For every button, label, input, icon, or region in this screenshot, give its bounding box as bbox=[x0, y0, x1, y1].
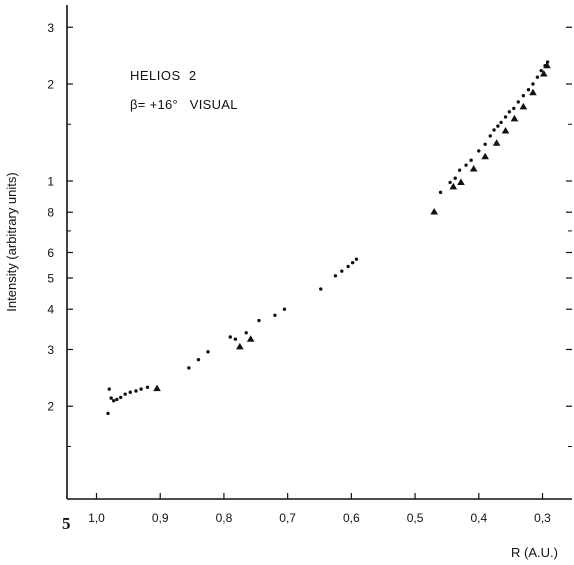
data-point-dot bbox=[196, 357, 201, 362]
data-point-dot bbox=[535, 75, 540, 79]
y-tick-label: 4 bbox=[47, 303, 54, 317]
data-point-dot bbox=[483, 142, 487, 146]
data-point-triangle bbox=[430, 207, 438, 215]
data-point-triangle bbox=[543, 61, 551, 69]
data-point-dot bbox=[526, 88, 531, 92]
data-point-dot bbox=[350, 260, 355, 265]
y-tick-label: 3 bbox=[47, 21, 54, 35]
data-point-dot bbox=[228, 335, 232, 339]
data-point-dot bbox=[319, 287, 323, 291]
data-point-triangle bbox=[501, 127, 510, 134]
data-point-dot bbox=[282, 307, 287, 311]
data-point-dot bbox=[503, 115, 508, 119]
x-tick-label: 0,4 bbox=[470, 511, 487, 525]
y-tick-label: 5 bbox=[47, 272, 54, 286]
data-point-dot bbox=[187, 366, 191, 370]
ticks: 1,0 0,9 0,8 0,7 0,6 0,5 0,4 0,3 3 2 1 8 6 5 4 3 2 bbox=[47, 21, 572, 525]
data-point-dot bbox=[273, 313, 277, 318]
data-point-dot bbox=[453, 176, 457, 180]
y-tick-label: 6 bbox=[47, 246, 54, 260]
y-tick-label: 2 bbox=[47, 400, 54, 414]
data-point-dot bbox=[115, 397, 119, 402]
x-tick-label: 0,9 bbox=[152, 511, 169, 525]
data-point-dot bbox=[507, 110, 512, 114]
data-point-triangle bbox=[481, 152, 489, 160]
data-point-dot bbox=[112, 399, 116, 403]
y-tick-label: 3 bbox=[47, 343, 54, 357]
data-point-dot bbox=[233, 337, 238, 341]
data-point-triangle bbox=[449, 182, 458, 190]
data-point-triangle bbox=[510, 114, 519, 122]
data-point-dot bbox=[340, 269, 344, 273]
data-point-dot bbox=[438, 190, 443, 195]
x-tick-label: 0,8 bbox=[216, 511, 233, 525]
annotation-instrument: HELIOS 2 bbox=[130, 68, 197, 83]
data-point-dot bbox=[464, 163, 468, 167]
data-point-dot bbox=[469, 158, 473, 162]
data-point-dot bbox=[107, 387, 111, 391]
x-tick-label: 0,5 bbox=[407, 511, 424, 525]
data-point-dot bbox=[492, 128, 496, 132]
data-point-dot bbox=[496, 124, 500, 128]
data-point-dot bbox=[333, 274, 338, 278]
x-axis-label: R (A.U.) bbox=[511, 545, 558, 560]
data-point-dot bbox=[516, 100, 520, 104]
x-tick-label: 0,6 bbox=[343, 511, 360, 525]
y-tick-label: 8 bbox=[47, 206, 54, 220]
data-point-dot bbox=[531, 82, 535, 86]
data-point-dot bbox=[119, 395, 123, 400]
y-tick-label: 2 bbox=[47, 78, 54, 92]
data-point-dot bbox=[139, 387, 143, 391]
data-point-dot bbox=[257, 318, 261, 323]
data-point-triangle bbox=[153, 384, 161, 392]
data-point-dot bbox=[521, 93, 526, 98]
data-point-dot bbox=[206, 350, 210, 354]
data-point-dot bbox=[499, 120, 503, 125]
data-point-triangle bbox=[539, 69, 548, 77]
data-point-dot bbox=[145, 385, 150, 389]
data-point-dot bbox=[123, 392, 127, 396]
data-point-dot bbox=[539, 68, 543, 73]
x-tick-label: 0,7 bbox=[279, 511, 296, 525]
data-point-triangle bbox=[246, 335, 255, 342]
data-point-triangle bbox=[519, 102, 528, 110]
data-point-triangle bbox=[236, 342, 244, 350]
data-point-dot bbox=[457, 168, 462, 172]
data-point-triangle bbox=[469, 165, 478, 172]
data-point-dot bbox=[488, 134, 492, 138]
data-point-triangle bbox=[457, 178, 465, 186]
y-axis-label: Intensity (arbitrary units) bbox=[4, 172, 19, 311]
data-point-triangle bbox=[492, 139, 501, 146]
panel-label: 5 bbox=[62, 514, 71, 533]
data-point-dot bbox=[477, 149, 481, 153]
x-tick-label: 1,0 bbox=[88, 511, 105, 525]
data-point-dot bbox=[109, 396, 113, 400]
x-tick-label: 0,3 bbox=[534, 511, 551, 525]
data-point-dot bbox=[106, 411, 110, 416]
data-point-triangle bbox=[529, 88, 537, 96]
data-points bbox=[106, 60, 551, 416]
y-tick-label: 1 bbox=[47, 175, 54, 189]
data-point-dot bbox=[448, 180, 452, 185]
data-point-dot bbox=[354, 257, 359, 261]
annotation-angle: β= +16° VISUAL bbox=[130, 97, 238, 112]
data-point-dot bbox=[244, 331, 248, 335]
data-point-dot bbox=[346, 264, 350, 269]
data-point-dot bbox=[512, 106, 516, 111]
data-point-dot bbox=[134, 389, 138, 393]
data-point-dot bbox=[128, 390, 132, 394]
